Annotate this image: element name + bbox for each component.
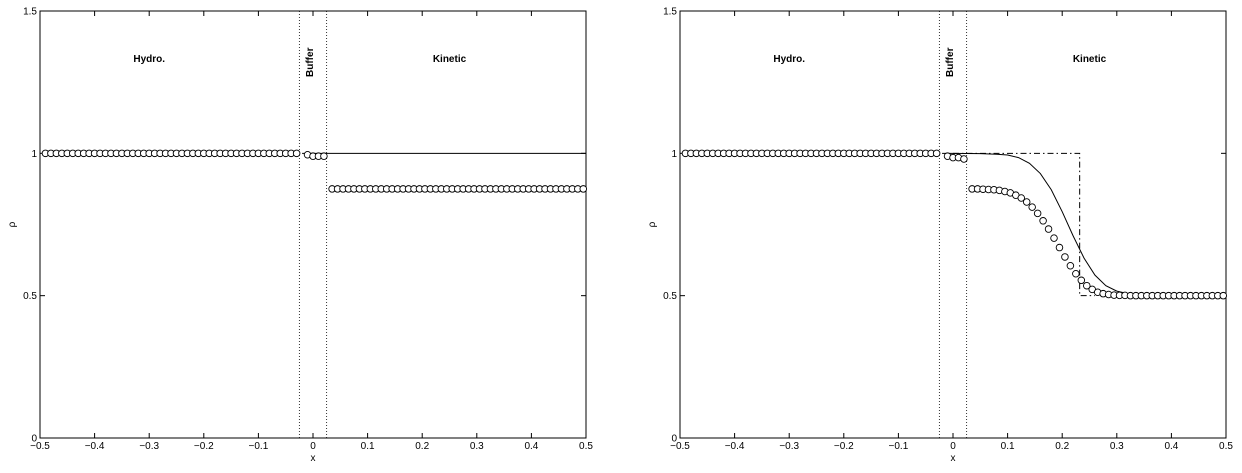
initial-profile-line — [953, 152, 1095, 297]
data-point — [1061, 253, 1069, 261]
x-tick-label: 0.3 — [1110, 441, 1124, 452]
x-tick-label: 0.4 — [1164, 441, 1178, 452]
x-tick-label: 0.4 — [524, 441, 538, 452]
data-point — [1017, 194, 1026, 202]
data-point — [1039, 217, 1047, 225]
data-point — [1072, 270, 1080, 278]
x-tick-label: −0.4 — [725, 441, 745, 452]
data-point — [1066, 262, 1075, 270]
x-tick-label: −0.3 — [779, 441, 799, 452]
x-tick-label: 0.2 — [415, 441, 429, 452]
y-tick-label: 1.5 — [663, 7, 677, 18]
x-tick-label: 0.5 — [1219, 441, 1233, 452]
y-tick-label: 0.5 — [663, 291, 677, 302]
x-tick-label: −0.4 — [85, 441, 105, 452]
data-point — [932, 149, 941, 158]
y-tick-label: 0.5 — [23, 291, 37, 302]
x-tick-label: −0.2 — [194, 441, 214, 452]
data-point — [1022, 198, 1031, 206]
data-point — [1028, 203, 1036, 211]
data-point — [292, 149, 301, 158]
y-tick-label: 0 — [31, 434, 37, 445]
data-point — [1219, 291, 1228, 300]
region-label-buffer: Buffer — [305, 47, 316, 77]
y-tick-label: 1 — [31, 149, 37, 160]
x-tick-label: −0.5 — [30, 441, 50, 452]
x-tick-label: 0.2 — [1055, 441, 1069, 452]
x-tick-label: 0.1 — [361, 441, 375, 452]
x-axis-label: x — [311, 453, 316, 464]
data-point — [579, 185, 588, 193]
region-label-kinetic: Kinetic — [433, 54, 467, 65]
data-point — [320, 152, 328, 160]
right-plot: −0.5 −0.4 −0.3 −0.2 −0.1 0 0.1 0.2 0.3 0.4 0.5 0 0.5… — [647, 7, 1233, 465]
region-label-hydro: Hydro. — [133, 54, 165, 65]
region-label-hydro: Hydro. — [773, 54, 805, 65]
x-tick-label: 0.5 — [579, 441, 593, 452]
data-point — [960, 155, 968, 163]
region-label-buffer: Buffer — [945, 47, 956, 77]
y-tick-label: 1.5 — [23, 7, 37, 18]
y-axis-label: ρ — [647, 221, 658, 227]
x-tick-label: −0.2 — [834, 441, 854, 452]
data-point — [1033, 209, 1042, 218]
data-point — [1083, 281, 1091, 290]
y-tick-label: 1 — [671, 149, 677, 160]
x-tick-label: 0 — [310, 441, 316, 452]
region-label-kinetic: Kinetic — [1073, 54, 1107, 65]
x-tick-label: 0 — [950, 441, 956, 452]
y-axis-label: ρ — [7, 221, 18, 227]
x-tick-label: 0.3 — [470, 441, 484, 452]
x-tick-label: −0.5 — [670, 441, 690, 452]
x-tick-label: −0.1 — [889, 441, 909, 452]
x-tick-label: −0.3 — [139, 441, 159, 452]
x-axis-label: x — [951, 453, 956, 464]
data-point — [1050, 234, 1058, 242]
data-point — [1055, 243, 1064, 252]
x-tick-label: 0.1 — [1001, 441, 1015, 452]
left-plot: −0.5 −0.4 −0.3 −0.2 −0.1 0 0.1 0.2 0.3 0.4 0.5 0 0.5… — [7, 7, 593, 465]
data-point — [1077, 276, 1086, 285]
data-point — [1044, 225, 1053, 233]
x-tick-label: −0.1 — [249, 441, 269, 452]
y-tick-label: 0 — [671, 434, 677, 445]
reference-solution-line — [942, 152, 1226, 297]
